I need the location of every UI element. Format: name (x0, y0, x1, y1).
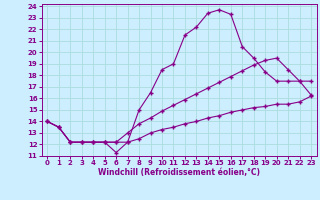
X-axis label: Windchill (Refroidissement éolien,°C): Windchill (Refroidissement éolien,°C) (98, 168, 260, 177)
